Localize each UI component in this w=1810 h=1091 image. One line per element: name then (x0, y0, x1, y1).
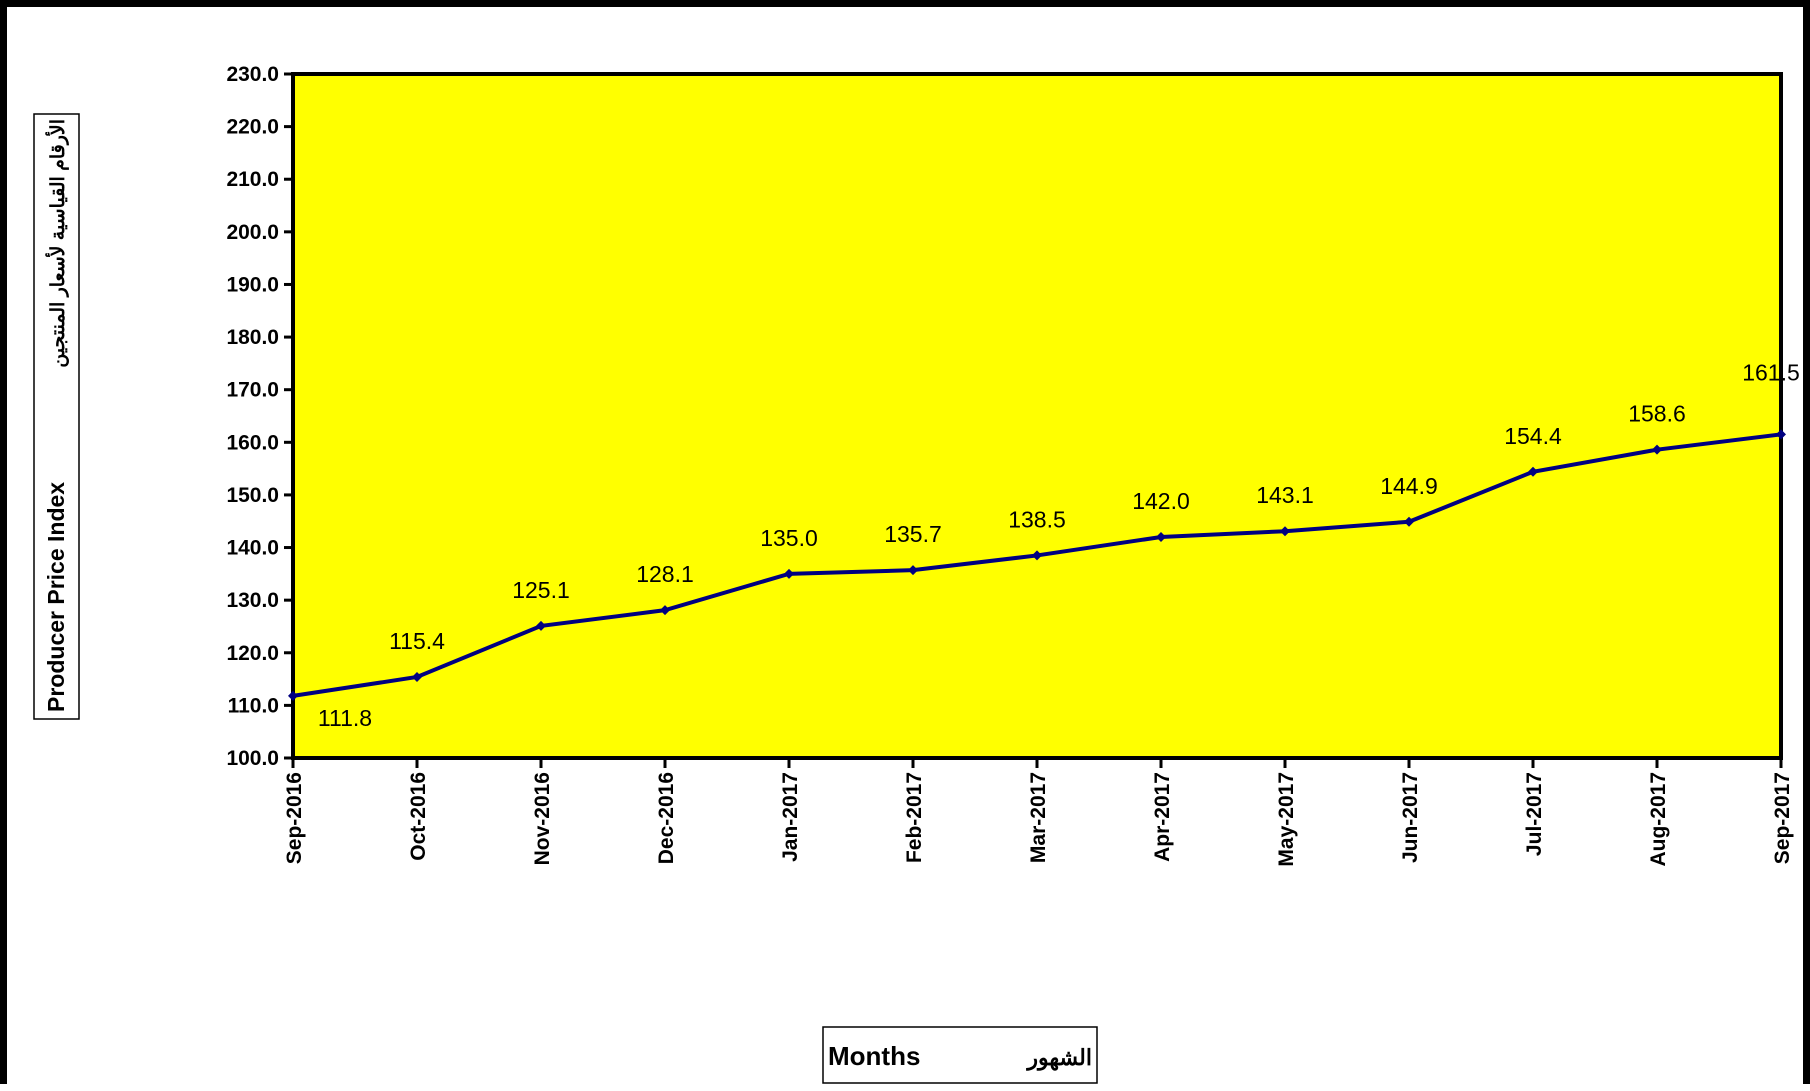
data-point (660, 605, 670, 616)
y-tick-label: 180.0 (226, 326, 279, 349)
data-label: 144.9 (1380, 473, 1438, 499)
data-label: 135.7 (884, 521, 942, 547)
data-label: 142.0 (1132, 488, 1190, 514)
x-tick-label: Sep-2017 (1771, 772, 1794, 864)
y-tick-label: 210.0 (226, 168, 279, 191)
x-tick-label: Oct-2016 (407, 772, 430, 861)
data-label: 111.8 (318, 705, 372, 731)
data-labels: 111.8 115.4 125.1 128.1 135.0 135.7 138.5 142.0… (318, 359, 1800, 730)
y-axis-title-ar: الأرقام القياسية لأسعار المنتجين (45, 119, 69, 368)
data-point (908, 565, 918, 576)
y-tick-label: 160.0 (226, 431, 279, 454)
data-point (1280, 526, 1290, 537)
x-axis: Sep-2016 Oct-2016 Nov-2016 Dec-2016 Jan-2017… (283, 758, 1794, 867)
data-point (1404, 516, 1414, 527)
y-axis-title-en: Producer Price Index (43, 482, 69, 712)
x-axis-title: Months الشهور (822, 1026, 1098, 1084)
data-point (1776, 429, 1786, 440)
x-tick-label: Aug-2017 (1647, 772, 1670, 867)
y-tick-label: 190.0 (226, 273, 279, 296)
data-point (1156, 532, 1166, 543)
data-label: 135.0 (760, 525, 818, 551)
data-point (1652, 444, 1662, 455)
x-tick-label: Sep-2016 (283, 772, 306, 864)
line-chart: 100.0 110.0 120.0 130.0 140.0 150.0 160.0 170.0… (33, 63, 1800, 1084)
x-axis-title-en: Months (828, 1041, 920, 1071)
y-tick-label: 140.0 (226, 537, 279, 560)
y-tick-label: 220.0 (226, 116, 279, 139)
series-markers (288, 429, 1786, 701)
data-label: 161.5 (1742, 359, 1800, 385)
data-label: 154.4 (1504, 423, 1562, 449)
data-label: 115.4 (389, 628, 445, 654)
x-tick-label: Jan-2017 (779, 772, 802, 862)
y-tick-label: 120.0 (226, 642, 279, 665)
y-axis: 100.0 110.0 120.0 130.0 140.0 150.0 160.0 170.0… (226, 63, 293, 770)
x-tick-label: Feb-2017 (903, 772, 926, 863)
data-label: 138.5 (1008, 506, 1066, 532)
x-tick-label: Dec-2016 (655, 772, 678, 864)
data-point (536, 620, 546, 631)
y-tick-label: 230.0 (226, 63, 279, 86)
data-point (1032, 550, 1042, 561)
x-axis-title-ar: الشهور (1025, 1045, 1092, 1071)
plot-area (291, 72, 1783, 760)
data-point (288, 690, 298, 701)
y-tick-label: 150.0 (226, 484, 279, 507)
data-point (784, 568, 794, 579)
data-point (1528, 466, 1538, 477)
y-axis-title: Producer Price Index الأرقام القياسية لأ… (33, 113, 80, 720)
y-tick-label: 130.0 (226, 589, 279, 612)
x-tick-label: Nov-2016 (531, 772, 554, 865)
y-tick-label: 200.0 (226, 221, 279, 244)
x-tick-label: Apr-2017 (1151, 772, 1174, 862)
y-tick-label: 110.0 (228, 694, 279, 717)
data-label: 143.1 (1256, 482, 1314, 508)
y-tick-label: 170.0 (226, 379, 279, 402)
data-label: 158.6 (1628, 401, 1686, 427)
x-tick-label: Mar-2017 (1027, 772, 1050, 863)
x-tick-label: May-2017 (1275, 772, 1298, 867)
data-point (412, 671, 422, 682)
x-tick-label: Jun-2017 (1399, 772, 1422, 863)
x-tick-label: Jul-2017 (1523, 772, 1546, 856)
data-label: 125.1 (512, 577, 570, 603)
y-tick-label: 100.0 (226, 747, 279, 770)
data-label: 128.1 (636, 561, 694, 587)
